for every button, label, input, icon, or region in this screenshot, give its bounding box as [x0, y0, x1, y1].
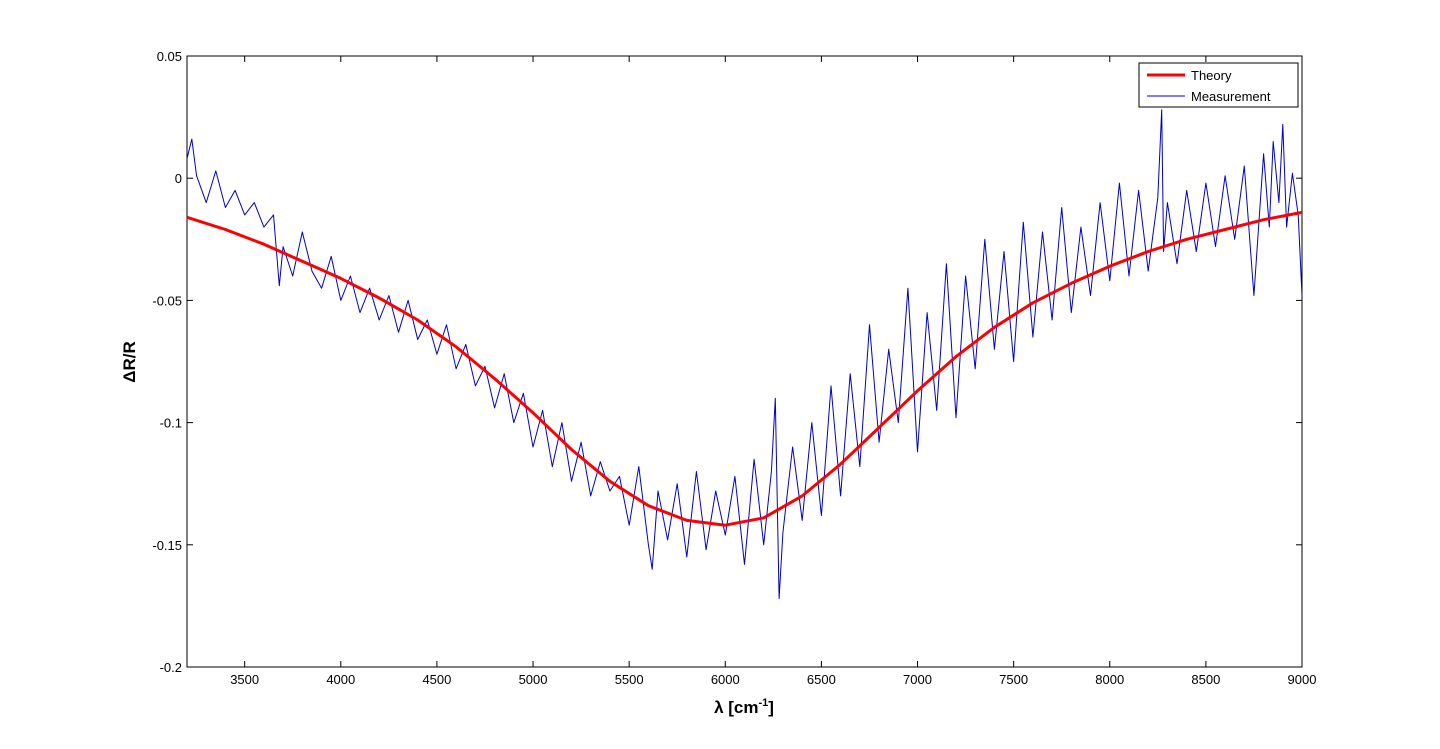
- x-tick-label: 5000: [519, 672, 548, 687]
- x-tick-label: 3500: [230, 672, 259, 687]
- x-tick-label: 6500: [807, 672, 836, 687]
- ticks-layer: 3500 4000 4500 5000 5500 6000 6500 7000 7500 8000…: [152, 49, 1316, 687]
- y-tick-label: 0: [175, 171, 182, 186]
- y-tick-label: 0.05: [157, 49, 182, 64]
- x-tick-label: 9000: [1288, 672, 1317, 687]
- x-tick-label: 7000: [903, 672, 932, 687]
- y-tick-label: -0.1: [160, 416, 182, 431]
- y-tick-label: -0.2: [160, 660, 182, 675]
- y-tick-label: -0.05: [152, 293, 182, 308]
- legend-label-measurement: Measurement: [1191, 89, 1271, 104]
- x-tick-label: 5500: [615, 672, 644, 687]
- x-tick-label: 4500: [422, 672, 451, 687]
- x-tick-label: 7500: [999, 672, 1028, 687]
- x-tick-label: 8000: [1095, 672, 1124, 687]
- y-axis-label: ΔR/R: [120, 341, 139, 383]
- x-axis-label: λ [cm-1]: [714, 697, 774, 717]
- legend: Theory Measurement: [1138, 62, 1299, 108]
- x-tick-label: 6000: [711, 672, 740, 687]
- theory-line: [186, 210, 1303, 527]
- series-layer: [186, 109, 1303, 600]
- x-tick-label: 8500: [1191, 672, 1220, 687]
- y-tick-label: -0.15: [152, 538, 182, 553]
- plot-area: [186, 55, 1303, 668]
- legend-box: [1138, 62, 1299, 108]
- legend-label-theory: Theory: [1191, 68, 1232, 83]
- x-tick-label: 4000: [326, 672, 355, 687]
